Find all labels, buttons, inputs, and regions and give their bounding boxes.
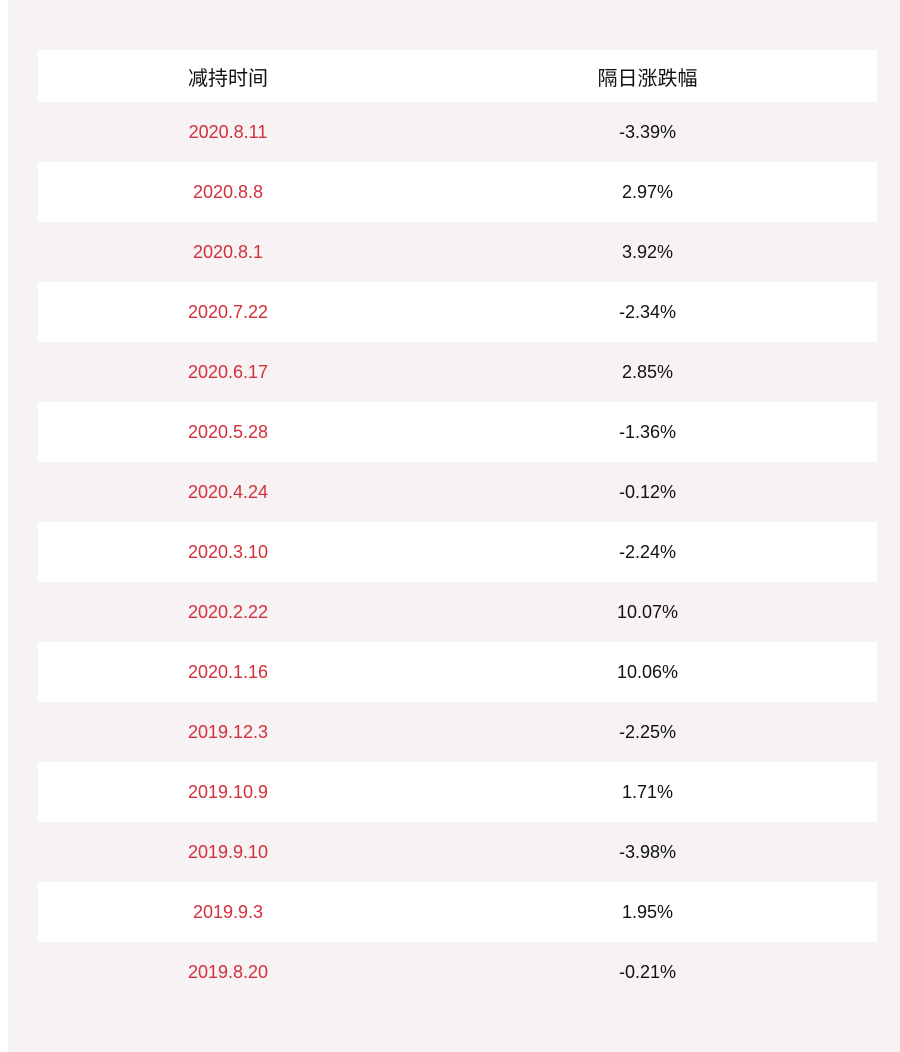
header-cell: 减持时间	[38, 50, 418, 102]
change-cell: 1.71%	[621, 781, 674, 802]
table-row: 2019.10.9 1.71%	[38, 762, 877, 822]
date-cell: 2020.7.22	[187, 301, 269, 322]
table-row: 2020.8.11 -3.39%	[38, 102, 877, 162]
date-cell: 2019.10.9	[187, 781, 269, 802]
date-cell: 2020.3.10	[187, 541, 269, 562]
change-cell: -0.21%	[618, 961, 677, 982]
table-row: 2020.4.24 -0.12%	[38, 462, 877, 522]
change-cell: 2.85%	[621, 361, 674, 382]
table-row: 2020.1.16 10.06%	[38, 642, 877, 702]
change-cell: 1.95%	[621, 901, 674, 922]
table-row: 2019.12.3 -2.25%	[38, 702, 877, 762]
table-row: 2020.6.17 2.85%	[38, 342, 877, 402]
table-row: 2020.8.1 3.92%	[38, 222, 877, 282]
table-row: 2020.7.22 -2.34%	[38, 282, 877, 342]
table-row: 2019.8.20 -0.21%	[38, 942, 877, 1002]
change-cell: -2.34%	[618, 301, 677, 322]
date-cell: 2020.6.17	[187, 361, 269, 382]
change-cell: 10.07%	[616, 601, 679, 622]
date-cell: 2019.9.3	[192, 901, 264, 922]
header-row: 减持时间 隔日涨跌幅	[38, 50, 877, 102]
table-row: 2019.9.10 -3.98%	[38, 822, 877, 882]
table-row: 2020.2.22 10.07%	[38, 582, 877, 642]
change-cell: 2.97%	[621, 181, 674, 202]
table-row: 2019.9.3 1.95%	[38, 882, 877, 942]
change-cell: -2.24%	[618, 541, 677, 562]
table-header: 减持时间 隔日涨跌幅	[38, 50, 877, 102]
date-cell: 2020.8.1	[192, 241, 264, 262]
change-cell: -3.98%	[618, 841, 677, 862]
table-row: 2020.3.10 -2.24%	[38, 522, 877, 582]
change-cell: -2.25%	[618, 721, 677, 742]
change-cell: -0.12%	[618, 481, 677, 502]
date-cell: 2020.1.16	[187, 661, 269, 682]
table-body: 2020.8.11 -3.39% 2020.8.8 2.97% 2020.8.1 3.92…	[38, 102, 877, 1002]
change-cell: 3.92%	[621, 241, 674, 262]
date-cell: 2019.9.10	[187, 841, 269, 862]
change-cell: 10.06%	[616, 661, 679, 682]
date-cell: 2020.2.22	[187, 601, 269, 622]
change-cell: -3.39%	[618, 121, 677, 142]
date-cell: 2020.5.28	[187, 421, 269, 442]
table-row: 2020.8.8 2.97%	[38, 162, 877, 222]
change-cell: -1.36%	[618, 421, 677, 442]
data-table: 减持时间 隔日涨跌幅 2020.8.11 -3.39% 2020.8.8 2.97% 2…	[38, 50, 877, 1002]
date-cell: 2019.8.20	[187, 961, 269, 982]
date-cell: 2020.8.8	[192, 181, 264, 202]
table-row: 2020.5.28 -1.36%	[38, 402, 877, 462]
date-cell: 2020.8.11	[188, 121, 268, 142]
date-cell: 2020.4.24	[187, 481, 269, 502]
date-cell: 2019.12.3	[187, 721, 269, 742]
header-cell: 隔日涨跌幅	[418, 50, 877, 102]
panel: 减持时间 隔日涨跌幅 2020.8.11 -3.39% 2020.8.8 2.97% 2…	[8, 0, 900, 1052]
